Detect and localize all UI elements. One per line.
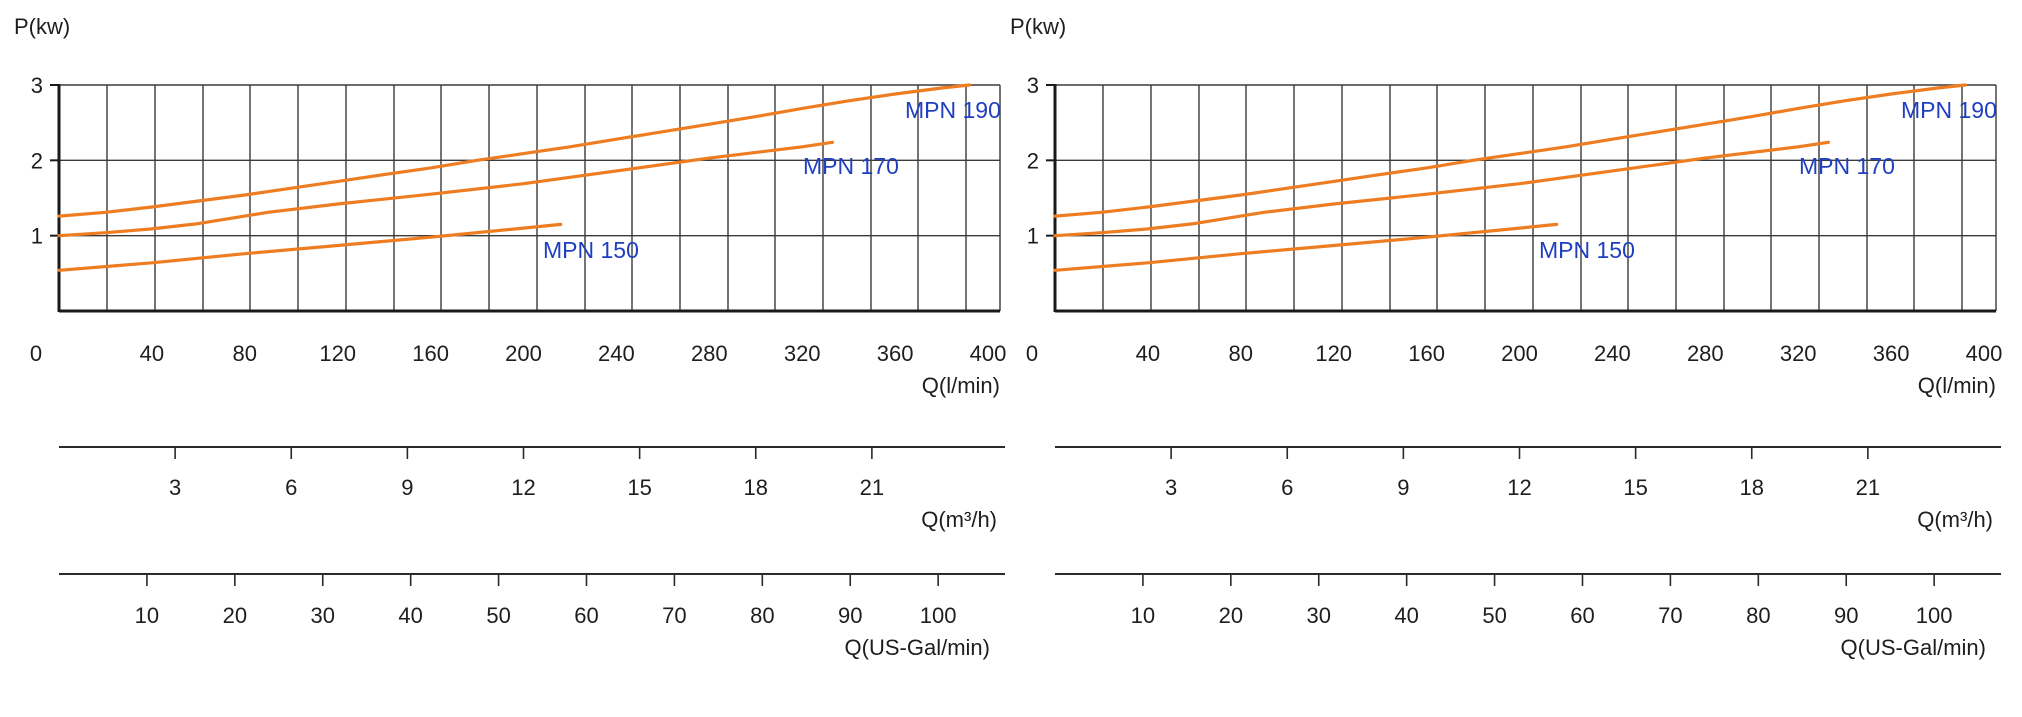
series-label-3: MPN 150 (543, 237, 639, 263)
x-tick-label: 40 (140, 341, 164, 366)
secondary-tick-label: 15 (627, 475, 651, 500)
series-label-1: MPN 190 (905, 97, 1001, 123)
x-tick-label: 240 (1594, 341, 1631, 366)
series-label-3: MPN 150 (1539, 237, 1635, 263)
x-tick-label: 360 (1873, 341, 1910, 366)
x-tick-label: 160 (412, 341, 449, 366)
x-tick-label: 400 (970, 341, 1007, 366)
series-line-2 (57, 140, 835, 238)
secondary-tick-label: 20 (1219, 603, 1243, 628)
y-axis-label: P(kw) (14, 14, 70, 39)
series-line-1 (1053, 83, 1968, 218)
secondary-tick-label: 90 (1834, 603, 1858, 628)
secondary-tick-label: 21 (1856, 475, 1880, 500)
x-axis-label: Q(l/min) (1918, 373, 1996, 398)
series-line-1 (57, 83, 972, 218)
secondary-tick-label: 50 (486, 603, 510, 628)
x-tick-label: 200 (505, 341, 542, 366)
x-tick-label: 0 (1026, 341, 1038, 366)
secondary-tick-label: 100 (1916, 603, 1953, 628)
x-tick-label: 320 (1780, 341, 1817, 366)
x-tick-label: 280 (1687, 341, 1724, 366)
secondary-tick-label: 30 (1307, 603, 1331, 628)
secondary-tick-label: 18 (744, 475, 768, 500)
secondary-tick-label: 6 (285, 475, 297, 500)
secondary-tick-label: 60 (1570, 603, 1594, 628)
x-tick-label: 80 (1229, 341, 1253, 366)
y-tick-label: 2 (1027, 148, 1039, 173)
secondary-tick-label: 6 (1281, 475, 1293, 500)
secondary-tick-label: 20 (223, 603, 247, 628)
y-tick-label: 3 (31, 73, 43, 98)
secondary-tick-label: 21 (860, 475, 884, 500)
secondary-tick-label: 30 (311, 603, 335, 628)
series-line-3 (57, 222, 563, 272)
secondary-axis-label: Q(US-Gal/min) (845, 635, 990, 660)
secondary-tick-label: 80 (1746, 603, 1770, 628)
secondary-axis-label: Q(US-Gal/min) (1841, 635, 1986, 660)
secondary-tick-label: 70 (1658, 603, 1682, 628)
x-axis-label: Q(l/min) (922, 373, 1000, 398)
y-tick-label: 2 (31, 148, 43, 173)
x-tick-label: 280 (691, 341, 728, 366)
secondary-tick-label: 12 (511, 475, 535, 500)
y-axis-label: P(kw) (1010, 14, 1066, 39)
secondary-tick-label: 40 (1394, 603, 1418, 628)
x-tick-label: 120 (1315, 341, 1352, 366)
secondary-tick-label: 18 (1740, 475, 1764, 500)
x-tick-label: 80 (233, 341, 257, 366)
y-tick-label: 1 (1027, 224, 1039, 249)
secondary-tick-label: 12 (1507, 475, 1531, 500)
secondary-tick-label: 50 (1482, 603, 1506, 628)
secondary-tick-label: 100 (920, 603, 957, 628)
secondary-tick-label: 10 (135, 603, 159, 628)
power-chart-left: 1 2 3 P(kw) 0 40 80 120 160 200 240 280 320 360 400 Q(l… (0, 0, 1006, 717)
power-chart-right: 1 2 3 P(kw) 0 40 80 120 160 200 240 280 320 360 400 Q(l… (996, 0, 2002, 717)
series-line-2 (1053, 140, 1831, 238)
secondary-tick-label: 9 (1397, 475, 1409, 500)
x-tick-label: 400 (1966, 341, 2003, 366)
x-tick-label: 360 (877, 341, 914, 366)
x-tick-label: 320 (784, 341, 821, 366)
y-tick-label: 1 (31, 224, 43, 249)
secondary-tick-label: 15 (1623, 475, 1647, 500)
secondary-tick-label: 70 (662, 603, 686, 628)
secondary-tick-label: 9 (401, 475, 413, 500)
secondary-tick-label: 3 (169, 475, 181, 500)
x-tick-label: 240 (598, 341, 635, 366)
secondary-tick-label: 60 (574, 603, 598, 628)
grid (58, 84, 1001, 311)
secondary-tick-label: 90 (838, 603, 862, 628)
secondary-tick-label: 3 (1165, 475, 1177, 500)
y-tick-label: 3 (1027, 73, 1039, 98)
secondary-tick-label: 80 (750, 603, 774, 628)
series-label-1: MPN 190 (1901, 97, 1997, 123)
secondary-axis-label: Q(m³/h) (921, 507, 997, 532)
secondary-axis-label: Q(m³/h) (1917, 507, 1993, 532)
secondary-tick-label: 10 (1131, 603, 1155, 628)
x-tick-label: 0 (30, 341, 42, 366)
series-line-3 (1053, 222, 1559, 272)
series-label-2: MPN 170 (803, 153, 899, 179)
series-label-2: MPN 170 (1799, 153, 1895, 179)
grid (1054, 84, 1997, 311)
x-tick-label: 200 (1501, 341, 1538, 366)
x-tick-label: 160 (1408, 341, 1445, 366)
x-tick-label: 40 (1136, 341, 1160, 366)
x-tick-label: 120 (319, 341, 356, 366)
secondary-tick-label: 40 (398, 603, 422, 628)
